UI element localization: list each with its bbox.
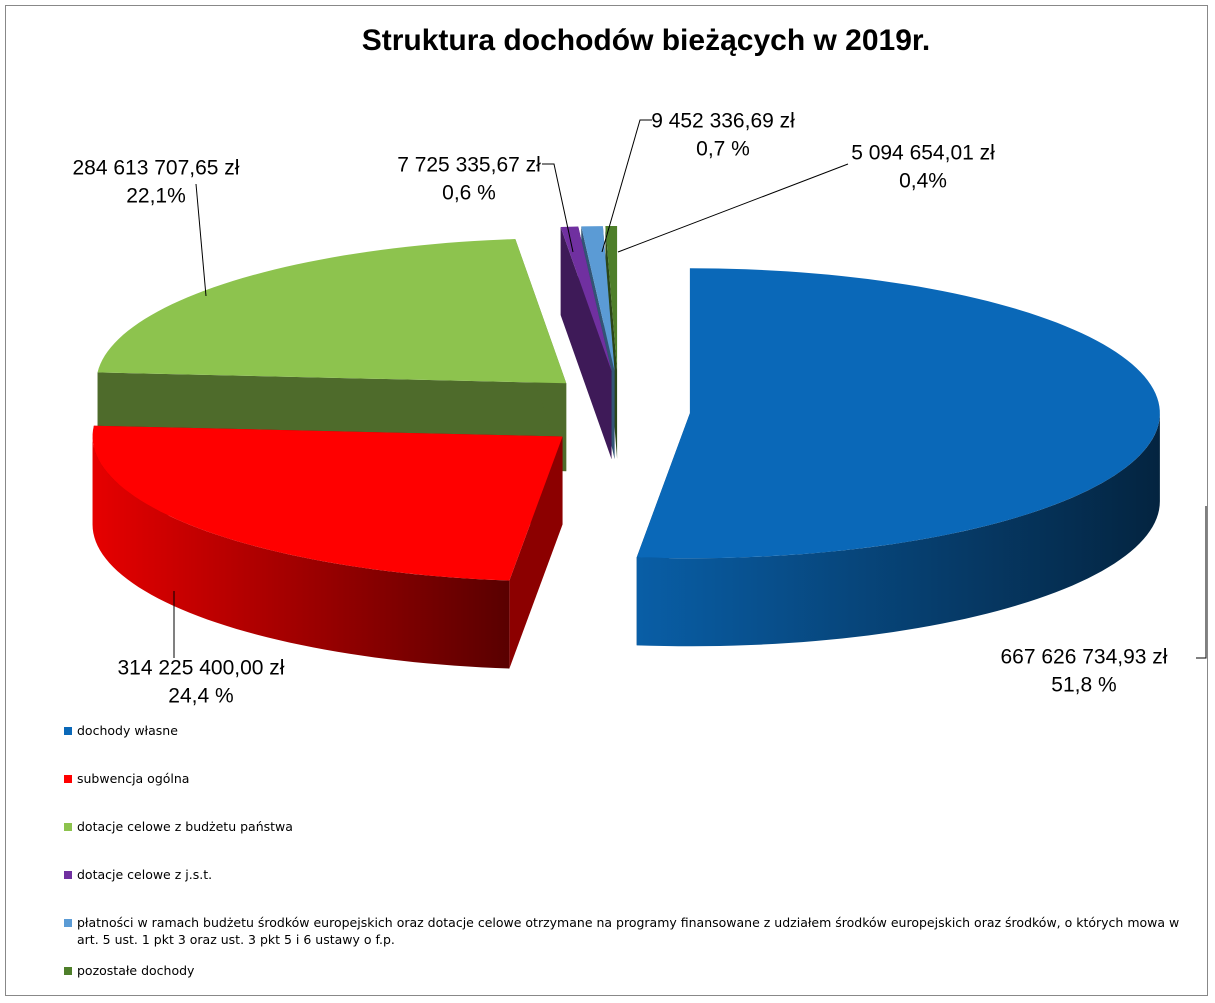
percent-label: 51,8 %	[1051, 674, 1116, 697]
legend-label: płatności w ramach budżetu środków europ…	[77, 915, 1180, 947]
legend-item: pozostałe dochody	[64, 962, 1204, 979]
slice	[560, 226, 612, 460]
legend-label: subwencja ogólna	[77, 771, 190, 786]
legend-item: dotacje celowe z j.s.t.	[64, 866, 1204, 883]
data-label: 284 613 707,65 zł	[73, 157, 240, 180]
data-label: 7 725 335,67 zł	[397, 154, 541, 177]
data-label: 5 094 654,01 zł	[851, 142, 995, 165]
legend-item: dotacje celowe z budżetu państwa	[64, 818, 1204, 835]
slice	[636, 268, 1160, 647]
legend-swatch	[64, 727, 72, 735]
legend-label: dotacje celowe z budżetu państwa	[77, 819, 293, 834]
legend-label: dotacje celowe z j.s.t.	[77, 867, 213, 882]
data-label: 314 225 400,00 zł	[118, 657, 285, 680]
percent-label: 0,7 %	[696, 138, 750, 161]
percent-label: 22,1%	[126, 185, 186, 208]
legend: dochody własne subwencja ogólna dotacje ce…	[64, 722, 1204, 995]
leader-line	[1196, 506, 1207, 659]
percent-label: 0,4%	[899, 170, 947, 193]
legend-swatch	[64, 967, 72, 975]
slice	[92, 425, 563, 669]
legend-label: dochody własne	[77, 723, 178, 738]
legend-item: dochody własne	[64, 722, 1204, 739]
legend-swatch	[64, 919, 72, 927]
percent-label: 0,6 %	[442, 182, 496, 205]
slice-top	[605, 226, 618, 372]
slice-side	[636, 413, 1160, 647]
slice-top	[581, 226, 615, 372]
leader-line	[601, 119, 652, 253]
slice-top	[97, 239, 567, 384]
legend-swatch	[64, 823, 72, 831]
chart-title: Struktura dochodów bieżących w 2019r.	[362, 24, 931, 57]
legend-item: subwencja ogólna	[64, 770, 1204, 787]
percent-label: 24,4 %	[168, 685, 233, 708]
slice-side	[92, 436, 510, 669]
data-label: 9 452 336,69 zł	[651, 110, 795, 133]
slice-top	[636, 268, 1160, 559]
leader-line	[617, 163, 849, 253]
chart-frame: Struktura dochodów bieżących w 2019r. 66…	[5, 5, 1208, 996]
slice-top	[92, 425, 563, 581]
slice-top	[560, 226, 612, 372]
leader-line	[195, 183, 207, 297]
data-label: 667 626 734,93 zł	[1001, 646, 1168, 669]
chart: Struktura dochodów bieżących w 2019r. 66…	[73, 24, 1207, 708]
legend-label: pozostałe dochody	[77, 963, 195, 978]
legend-swatch	[64, 775, 72, 783]
legend-swatch	[64, 871, 72, 879]
legend-item: płatności w ramach budżetu środków europ…	[64, 914, 1204, 948]
leader-line	[542, 163, 574, 253]
